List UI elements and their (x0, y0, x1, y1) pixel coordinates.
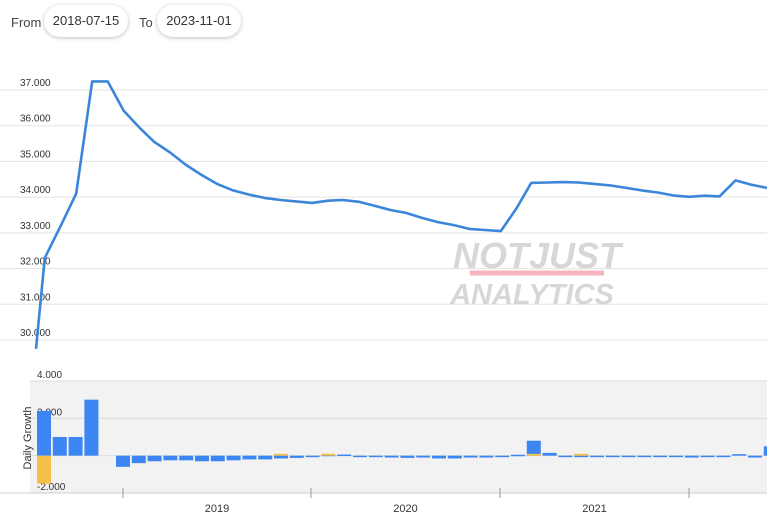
growth-bar (289, 455, 304, 458)
upper-y-tick-label: 35.000 (20, 149, 51, 160)
growth-bar (590, 455, 604, 458)
growth-bar (116, 455, 130, 467)
upper-y-tick-label: 30.000 (20, 328, 51, 339)
watermark-line2: ANALYTICS (449, 279, 614, 311)
upper-y-tick-label: 37.000 (20, 78, 51, 89)
growth-panel-background (30, 381, 767, 493)
growth-bar (432, 455, 446, 459)
growth-bar (179, 455, 194, 461)
growth-bar (669, 455, 683, 458)
growth-bar (495, 455, 510, 458)
lower-y-tick-label: 4.000 (37, 370, 62, 381)
growth-bar (210, 455, 225, 462)
growth-bar (384, 455, 399, 458)
growth-bar (68, 437, 83, 456)
from-date-input[interactable]: 2018-07-15 (44, 5, 128, 37)
x-axis-year-label: 2019 (205, 503, 229, 515)
x-axis-year-label: 2020 (393, 503, 417, 515)
growth-bar (637, 455, 652, 458)
growth-bar (700, 455, 715, 458)
growth-bar (131, 455, 146, 464)
growth-bar (463, 455, 478, 458)
growth-bar (368, 455, 383, 458)
x-axis-year-label: 2021 (582, 503, 606, 515)
upper-y-tick-label: 32.000 (20, 257, 51, 268)
price-series-line (34, 80, 767, 350)
growth-bar (84, 399, 99, 456)
upper-gridlines (0, 89, 767, 341)
lower-y-tick-label: -2.000 (37, 482, 66, 493)
date-range-bar: From 2018-07-15 To 2023-11-01 (0, 0, 767, 46)
growth-bar (226, 455, 241, 461)
growth-bar (242, 455, 257, 460)
growth-bar (400, 455, 415, 458)
growth-bar (574, 455, 589, 458)
from-label: From (11, 15, 42, 30)
upper-y-tick-label: 36.000 (20, 114, 51, 125)
growth-bar (716, 455, 731, 458)
growth-bar-secondary (526, 453, 541, 456)
growth-bar (337, 454, 352, 457)
growth-bar (511, 454, 525, 457)
growth-bar (653, 455, 668, 458)
growth-bar (305, 455, 320, 458)
upper-y-tick-label: 34.000 (20, 185, 51, 196)
growth-bar (416, 455, 431, 458)
growth-bar-secondary (574, 453, 589, 456)
growth-bar (447, 455, 462, 459)
growth-bar (684, 455, 699, 458)
growth-bar-secondary (321, 453, 336, 456)
to-label: To (139, 15, 153, 30)
growth-bar (52, 437, 67, 456)
watermark-logo: NOTJUST ANALYTICS (449, 235, 624, 311)
watermark-line1: NOTJUST (453, 235, 624, 276)
growth-bar (558, 455, 573, 458)
to-date-input[interactable]: 2023-11-01 (157, 5, 241, 37)
growth-bar (526, 440, 541, 456)
growth-bar (732, 454, 747, 456)
upper-y-tick-label: 33.000 (20, 221, 51, 232)
growth-bar (147, 455, 162, 462)
upper-y-tick-label: 31.000 (20, 292, 51, 303)
x-axis: 2019 2020 2021 (0, 488, 767, 515)
growth-bar (605, 455, 620, 458)
growth-bar (748, 455, 762, 458)
growth-bar (163, 455, 178, 461)
growth-bar (353, 455, 367, 458)
growth-y-axis-label: Daily Growth (22, 407, 34, 470)
growth-bar (621, 455, 636, 458)
growth-bar (195, 455, 209, 462)
growth-bar (37, 410, 51, 456)
growth-bar (542, 452, 557, 456)
upper-y-axis: 30.000 31.000 32.000 33.000 34.000 35.000 36.0… (20, 78, 51, 339)
growth-bar (763, 446, 767, 456)
growth-bar (274, 455, 288, 459)
growth-bar (258, 455, 273, 460)
growth-bars (37, 399, 767, 484)
growth-bar (479, 455, 494, 458)
growth-bar-secondary (274, 453, 288, 456)
growth-bar-secondary (37, 455, 51, 484)
